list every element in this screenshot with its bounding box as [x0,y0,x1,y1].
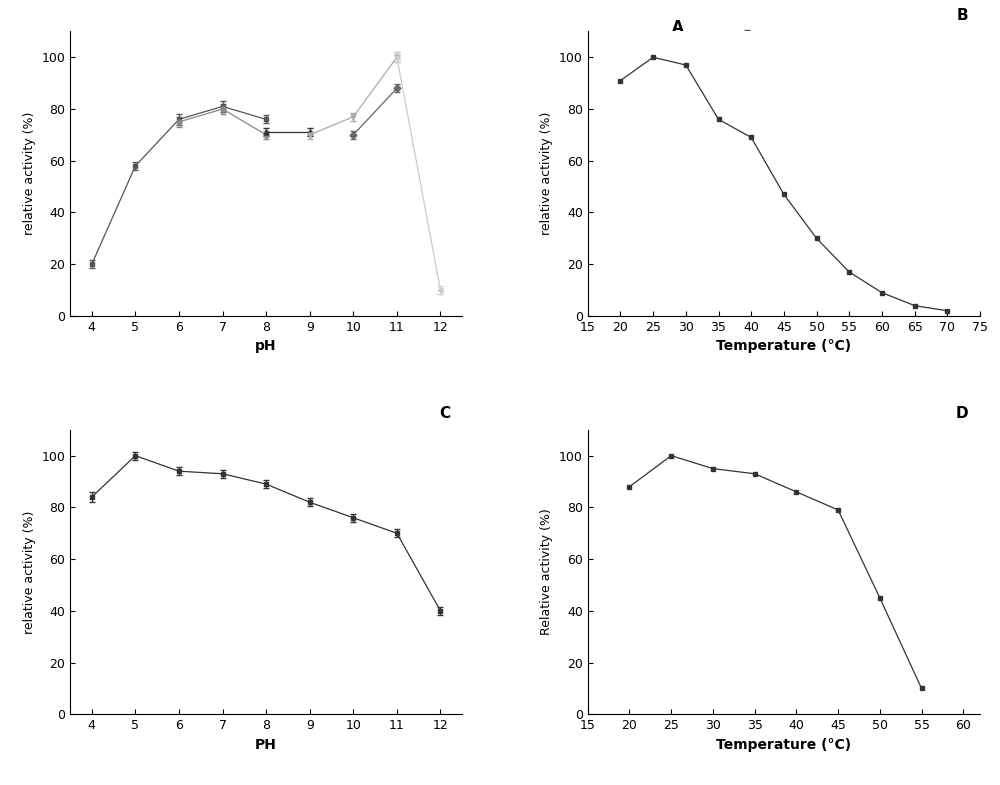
Y-axis label: relative activity (%): relative activity (%) [23,510,36,633]
Y-axis label: relative activity (%): relative activity (%) [540,112,553,236]
X-axis label: Temperature (°C): Temperature (°C) [716,339,851,353]
Text: B: B [957,8,968,23]
Text: A: A [672,20,684,35]
Y-axis label: relative activity (%): relative activity (%) [23,112,36,236]
Y-axis label: Relative activity (%): Relative activity (%) [540,509,553,635]
X-axis label: pH: pH [255,339,277,353]
Text: D: D [956,407,968,422]
X-axis label: PH: PH [255,738,277,752]
Legend: Na₂HPO₄-Citric Acid, Na₂HPO₄-NaH₂PO₄, Tris-HCl, Na₂CO₃-NaHCO₃, NaHCO₃-NaOH, Na₂P: Na₂HPO₄-Citric Acid, Na₂HPO₄-NaH₂PO₄, Tr… [737,31,869,110]
Text: C: C [439,407,450,422]
X-axis label: Temperature (°C): Temperature (°C) [716,738,851,752]
